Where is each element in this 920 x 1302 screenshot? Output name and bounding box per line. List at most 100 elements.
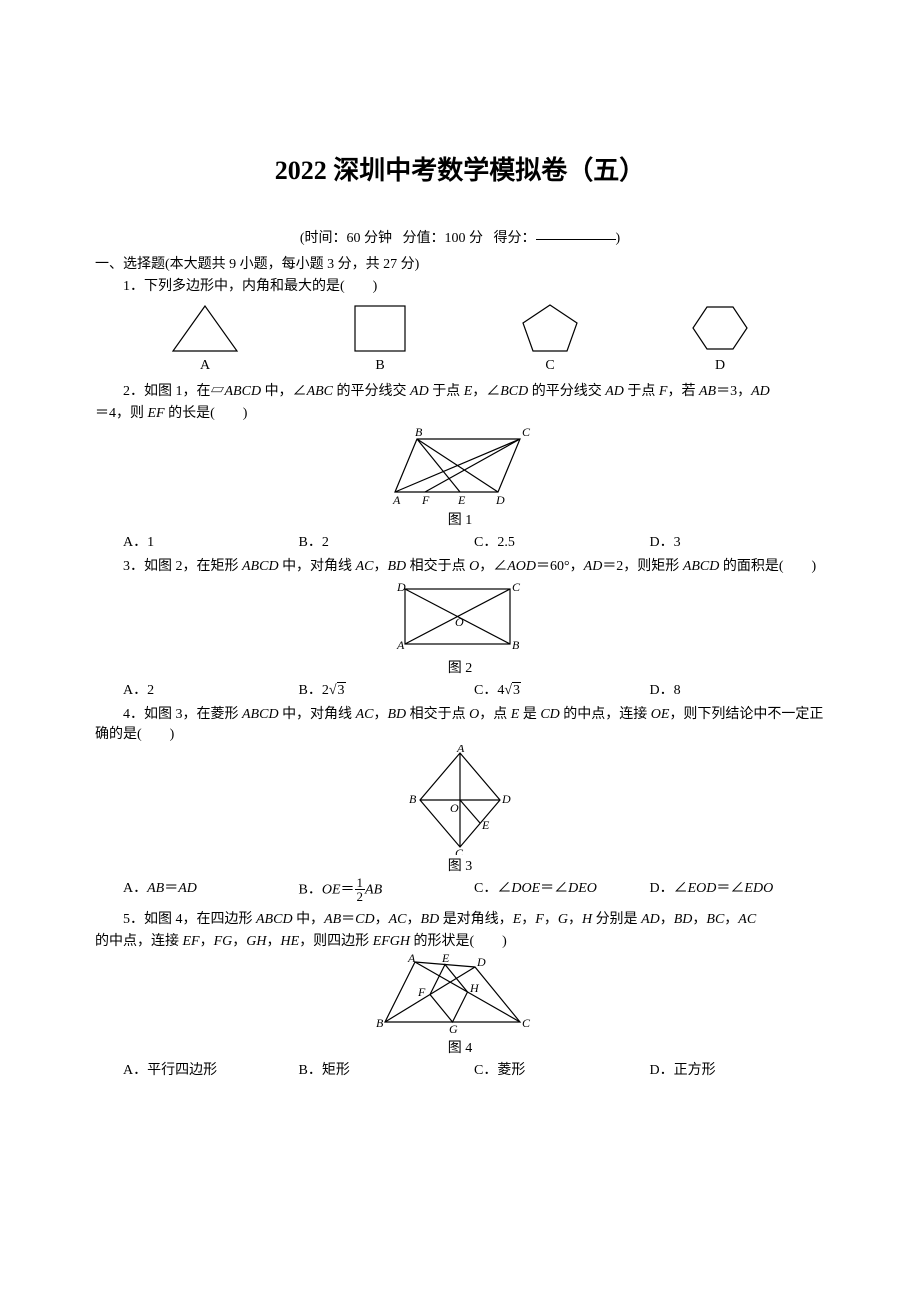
q4-b-den: 2 (355, 890, 366, 903)
q5-t-r: ，则四边形 (299, 934, 373, 949)
q2-ef: EF (148, 406, 165, 421)
q2-choices: A．1 B．2 C．2.5 D．3 (95, 531, 825, 551)
q2-t-k: 的长是( ) (165, 406, 248, 421)
q2-t-b: 中，∠ (261, 384, 307, 399)
q3-abcd2: ABCD (683, 559, 720, 574)
fig4-D: D (476, 955, 486, 969)
q2-choice-d[interactable]: D．3 (650, 531, 826, 551)
q5-text2: 的中点，连接 EF，FG，GH，HE，则四边形 EFGH 的形状是( ) (95, 930, 825, 950)
meta-score-label: 分值： (403, 231, 445, 246)
q5-e: E (513, 912, 522, 927)
q2-t-c: 的平分线交 (333, 384, 410, 399)
q5-efgh: EFGH (373, 934, 410, 949)
rhombus-icon: A B C D O E (400, 745, 520, 855)
q4-b-num: 1 (355, 876, 366, 890)
q2-ad2: AD (605, 384, 624, 399)
q4-choices: A．AB＝AD B．OE＝12AB C．∠DOE＝∠DEO D．∠EOD＝∠ED… (95, 877, 825, 904)
q1-shape-square: B (345, 301, 415, 374)
q2-t-a: 2．如图 1，在▱ (123, 384, 225, 399)
fig3-D: D (501, 792, 511, 806)
q3-text: 3．如图 2，在矩形 ABCD 中，对角线 AC，BD 相交于点 O，∠AOD＝… (95, 555, 825, 575)
q5-g: G (558, 912, 568, 927)
q3-t-h: 的面积是( ) (719, 559, 816, 574)
q4-b-b1: OE (322, 883, 341, 898)
q5-bd2: BD (674, 912, 693, 927)
fig2-B: B (512, 638, 520, 652)
pentagon-icon (515, 301, 585, 356)
q1-shape-pentagon: C (515, 301, 585, 374)
q3-choice-b[interactable]: B．23 (299, 679, 475, 699)
parallelogram-icon: A B C D E F (375, 424, 545, 509)
meta-got-label: 得分： (494, 231, 536, 246)
q5-t-k: ， (660, 912, 674, 927)
fig1-F: F (421, 493, 430, 507)
q4-t-e: ，点 (479, 707, 511, 722)
q3-choice-a[interactable]: A．2 (123, 679, 299, 699)
q5-t-i: ， (568, 912, 582, 927)
q4-a-b2: AD (178, 881, 197, 896)
q4-oe: OE (651, 707, 670, 722)
q4-d-eq: ＝∠ (716, 881, 744, 896)
q4-choice-c[interactable]: C．∠DOE＝∠DEO (474, 877, 650, 904)
q4-choice-b[interactable]: B．OE＝12AB (299, 877, 475, 904)
q5-choice-d[interactable]: D．正方形 (650, 1059, 826, 1079)
q2-caption: 图 1 (448, 509, 473, 529)
q5-t-b: 中， (293, 912, 325, 927)
q5-choice-a[interactable]: A．平行四边形 (123, 1059, 299, 1079)
q4-text: 4．如图 3，在菱形 ABCD 中，对角线 AC，BD 相交于点 O，点 E 是… (95, 703, 825, 743)
q2-t-h: ，若 (667, 384, 699, 399)
q2-choice-a[interactable]: A．1 (123, 531, 299, 551)
q2-e: E (464, 384, 473, 399)
q5-fg: FG (214, 934, 233, 949)
quad-midpoints-icon: A B C D E F G H (370, 952, 550, 1037)
q3-t-d: 相交于点 (406, 559, 469, 574)
q3-c-rad: 3 (512, 682, 521, 698)
q2-t-d: 于点 (429, 384, 464, 399)
q3-choices: A．2 B．23 C．43 D．8 (95, 679, 825, 699)
q3-caption: 图 2 (448, 657, 473, 677)
q3-aod: AOD (507, 559, 536, 574)
q4-figure: A B C D O E 图 3 (95, 745, 825, 875)
fig3-B: B (409, 792, 417, 806)
q3-t-a: 3．如图 2，在矩形 (123, 559, 242, 574)
fraction-icon: 12 (355, 876, 366, 903)
q5-ad: AD (641, 912, 660, 927)
q3-choice-d[interactable]: D．8 (650, 679, 826, 699)
q5-t-g: ， (521, 912, 535, 927)
q5-cd: CD (355, 912, 374, 927)
fig4-E: E (441, 952, 450, 965)
q2-choice-c[interactable]: C．2.5 (474, 531, 650, 551)
triangle-icon (165, 301, 245, 356)
fig3-C: C (455, 846, 464, 855)
q2-t-i: ＝3， (716, 384, 751, 399)
q4-choice-a[interactable]: A．AB＝AD (123, 877, 299, 904)
q5-ef: EF (183, 934, 200, 949)
q5-bc: BC (706, 912, 724, 927)
q5-choice-c[interactable]: C．菱形 (474, 1059, 650, 1079)
rectangle-diagonals-icon: A B C D O (385, 577, 535, 657)
q5-t-d: ， (375, 912, 389, 927)
fig4-H: H (469, 981, 480, 995)
q2-choice-b[interactable]: B．2 (299, 531, 475, 551)
fig4-A: A (407, 952, 416, 965)
q5-t-f: 是对角线， (439, 912, 513, 927)
q4-d-pre: D．∠ (650, 881, 688, 896)
q4-c-pre: C．∠ (474, 881, 511, 896)
score-blank[interactable] (536, 239, 616, 240)
meta-line: (时间：60 分钟 分值：100 分 得分：) (95, 227, 825, 247)
q4-cd: CD (540, 707, 559, 722)
q3-t-e: ，∠ (479, 559, 507, 574)
q4-caption: 图 3 (448, 855, 473, 875)
q5-bd: BD (421, 912, 440, 927)
q4-o: O (469, 707, 479, 722)
q5-t-q: ， (267, 934, 281, 949)
q5-choice-b[interactable]: B．矩形 (299, 1059, 475, 1079)
q4-c-b2: DEO (568, 881, 597, 896)
q1-shapes: A B C D (115, 301, 805, 374)
q3-choice-c[interactable]: C．43 (474, 679, 650, 699)
q5-t-p: ， (232, 934, 246, 949)
q4-choice-d[interactable]: D．∠EOD＝∠EDO (650, 877, 826, 904)
fig2-A: A (396, 638, 405, 652)
q3-figure: A B C D O 图 2 (95, 577, 825, 677)
q5-t-a: 5．如图 4，在四边形 (123, 912, 256, 927)
